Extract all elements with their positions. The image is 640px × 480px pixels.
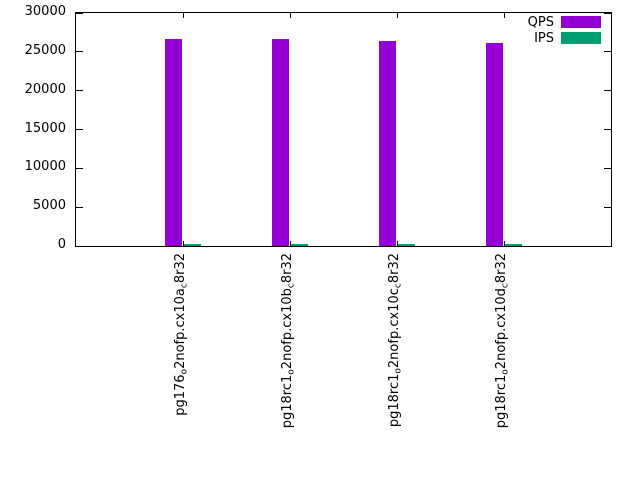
y-tick-label: 25000 <box>24 42 66 58</box>
x-tick-label: pg18rc1o2nofp.cx10cc8r32 <box>387 253 404 428</box>
y-tick <box>76 167 83 169</box>
ips-bar <box>184 244 201 246</box>
legend-swatch-ips <box>561 32 601 44</box>
qps-bar <box>272 39 289 246</box>
y-tick <box>604 12 611 14</box>
y-tick <box>604 90 611 92</box>
y-tick <box>604 51 611 53</box>
y-tick-label: 5000 <box>32 198 66 214</box>
legend-swatch-qps <box>561 16 601 28</box>
x-tick <box>396 241 398 246</box>
y-tick-label: 15000 <box>24 120 66 136</box>
y-tick <box>76 51 83 53</box>
legend: QPS IPS <box>528 14 601 46</box>
legend-label-ips: IPS <box>534 30 554 46</box>
x-tick <box>289 13 291 18</box>
y-tick-label: 10000 <box>24 159 66 175</box>
qps-bar <box>486 43 503 246</box>
x-tick <box>396 13 398 18</box>
plot-area: QPS IPS <box>75 12 612 247</box>
y-tick <box>604 206 611 208</box>
legend-item-qps: QPS <box>528 14 601 30</box>
x-tick <box>182 13 184 18</box>
x-tick-label: pg18rc1o2nofp.cx10bc8r32 <box>280 253 297 429</box>
y-tick-label: 0 <box>57 237 66 252</box>
x-tick-label: pg18rc1o2nofp.cx10dc8r32 <box>494 253 511 429</box>
legend-item-ips: IPS <box>528 30 601 46</box>
y-tick <box>76 90 83 92</box>
x-tick-label: pg176o2nofp.cx10ac8r32 <box>173 253 190 416</box>
y-tick <box>76 129 83 130</box>
y-tick <box>604 167 611 169</box>
y-tick <box>604 129 611 130</box>
ips-bar <box>398 244 415 246</box>
y-tick <box>76 206 83 208</box>
x-tick <box>289 241 291 246</box>
ips-bar <box>505 244 522 246</box>
ips-bar <box>291 244 308 246</box>
y-tick <box>604 245 611 247</box>
y-tick <box>76 12 83 14</box>
y-tick-label: 30000 <box>24 4 66 19</box>
y-tick <box>76 245 83 247</box>
x-tick <box>182 241 184 246</box>
qps-bar <box>165 39 182 246</box>
y-tick-label: 20000 <box>24 81 66 97</box>
legend-label-qps: QPS <box>527 14 554 30</box>
x-tick <box>503 241 505 246</box>
x-tick <box>503 13 505 18</box>
qps-bar <box>379 41 396 246</box>
